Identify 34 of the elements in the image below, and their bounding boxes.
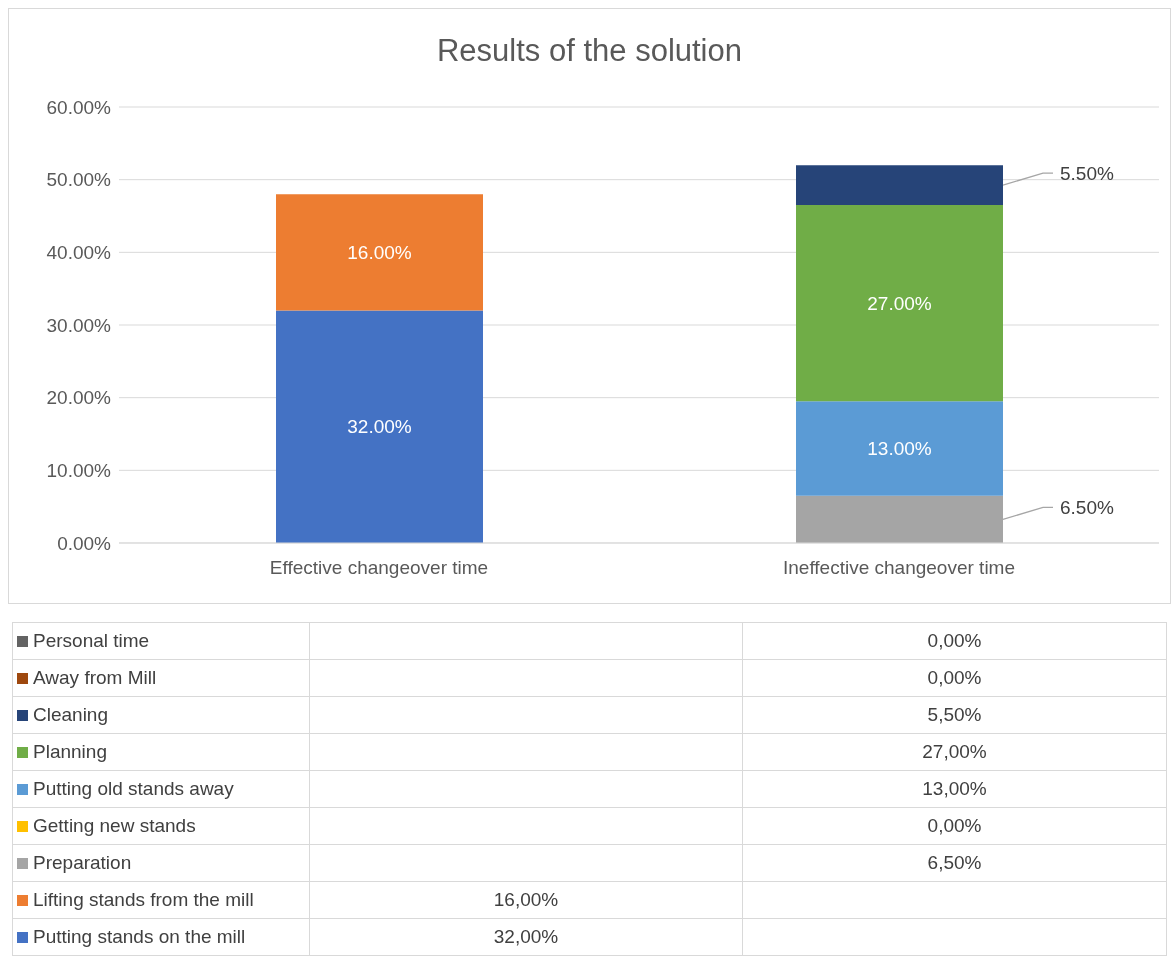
y-tick-label: 10.00%: [46, 460, 112, 482]
legend-label: Away from Mill: [12, 659, 310, 697]
data-label: 13.00%: [867, 438, 932, 460]
y-tick-label: 40.00%: [46, 242, 112, 264]
text: 0,00%: [927, 815, 982, 836]
data-label: 27.00%: [867, 292, 932, 314]
text: 5,50%: [927, 704, 982, 725]
text: 27,00%: [922, 741, 987, 762]
legend-label: Putting old stands away: [12, 770, 310, 808]
text: 0,00%: [927, 630, 982, 651]
x-tick-label: Effective changeover time: [269, 557, 489, 579]
y-tick-label: 30.00%: [46, 314, 112, 336]
text: 6,50%: [927, 852, 982, 873]
legend-label: Putting stands on the mill: [12, 918, 310, 956]
legend-label: Planning: [12, 733, 310, 771]
legend-label: Personal time: [12, 622, 310, 660]
legend-label: Lifting stands from the mill: [12, 881, 310, 919]
text: 16,00%: [493, 889, 559, 910]
x-tick-label: Ineffective changeover time: [782, 557, 1016, 579]
text: 13,00%: [922, 778, 987, 799]
y-tick-label: 60.00%: [46, 96, 112, 118]
legend-label: Preparation: [12, 844, 310, 882]
y-tick-label: 20.00%: [46, 387, 112, 409]
data-label: 16.00%: [347, 241, 412, 263]
legend-label: Getting new stands: [12, 807, 310, 845]
y-tick-label: 50.00%: [46, 169, 112, 191]
y-tick-label: 0.00%: [57, 532, 112, 554]
text: 0,00%: [927, 667, 982, 688]
text: 32,00%: [493, 926, 559, 947]
data-label: 32.00%: [347, 416, 412, 438]
data-label: 5.50%: [1060, 162, 1114, 184]
legend-label: Cleaning: [12, 696, 310, 734]
chart-title: Results of the solution: [436, 33, 743, 69]
data-label: 6.50%: [1060, 496, 1114, 518]
